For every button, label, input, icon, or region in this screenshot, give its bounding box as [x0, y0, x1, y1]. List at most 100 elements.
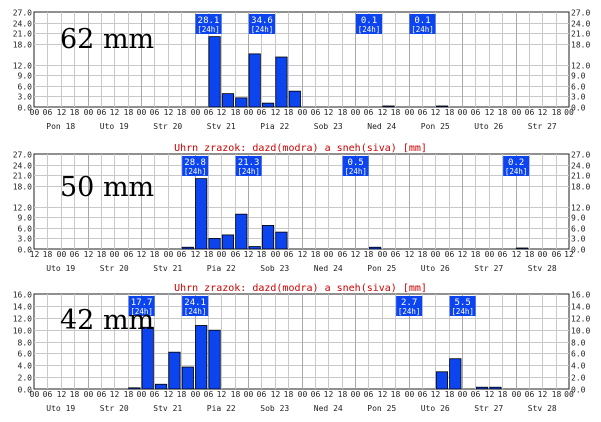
- x-hour-label: 06: [471, 390, 481, 399]
- y-tick-label-right: 27.0: [571, 151, 590, 160]
- x-hour-label: 06: [364, 390, 374, 399]
- x-day-label: Pia 22: [207, 404, 236, 413]
- x-hour-label: 12: [485, 390, 495, 399]
- x-hour-label: 12: [191, 250, 201, 259]
- x-hour-label: 12: [485, 108, 495, 117]
- x-day-label: Pon 18: [46, 122, 75, 131]
- x-hour-label: 18: [43, 250, 53, 259]
- precip-bar: [128, 387, 141, 390]
- precip-bar: [275, 56, 288, 108]
- y-tick-label-left: 0.0: [18, 246, 33, 255]
- x-hour-label: 18: [177, 390, 187, 399]
- y-tick-label-right: 12.0: [571, 62, 590, 71]
- x-hour-label: 12: [351, 250, 361, 259]
- x-hour-label: 06: [124, 250, 134, 259]
- x-hour-label: 18: [391, 108, 401, 117]
- badge-box: [249, 14, 275, 34]
- x-hour-label: 12: [271, 108, 281, 117]
- x-hour-label: 18: [445, 108, 455, 117]
- x-hour-label: 18: [311, 250, 321, 259]
- x-hour-label: 00: [217, 250, 227, 259]
- x-day-label: Pia 22: [260, 122, 289, 131]
- plot-frame: [33, 293, 570, 390]
- x-hour-label: 00: [271, 250, 281, 259]
- y-tick-label-right: 6.0: [571, 225, 586, 234]
- x-hour-label: 12: [512, 250, 522, 259]
- x-day-label: Sob 23: [260, 264, 289, 273]
- precip-bar: [435, 371, 449, 390]
- precip-bar: [248, 53, 261, 108]
- x-hour-label: 06: [498, 250, 508, 259]
- x-hour-label: 00: [564, 390, 574, 399]
- x-hour-label: 18: [284, 390, 294, 399]
- x-day-label: Stv 21: [153, 404, 182, 413]
- x-hour-label: 18: [231, 390, 241, 399]
- x-hour-label: 00: [84, 108, 94, 117]
- x-hour-label: 12: [57, 390, 67, 399]
- x-hour-label: 00: [137, 108, 147, 117]
- x-day-label: Str 27: [474, 404, 503, 413]
- x-day-label: Str 20: [100, 264, 129, 273]
- x-hour-label: 12: [110, 108, 120, 117]
- daily-total-badge: 0.5[24h]: [342, 156, 369, 176]
- x-hour-label: 06: [364, 108, 374, 117]
- y-tick-label-right: 18.0: [571, 183, 590, 192]
- x-hour-label: 00: [405, 108, 415, 117]
- x-hour-label: 12: [164, 108, 174, 117]
- x-hour-label: 00: [164, 250, 174, 259]
- x-hour-label: 00: [538, 250, 548, 259]
- badge-total: 0.2: [508, 158, 524, 168]
- badge-box: [182, 156, 209, 176]
- y-tick-label-right: 3.0: [571, 93, 586, 102]
- x-hour-label: 12: [271, 390, 281, 399]
- x-day-label: Sob 23: [314, 122, 343, 131]
- badge-tag: [24h]: [451, 307, 474, 316]
- y-tick-label-right: 12.0: [571, 204, 590, 213]
- y-tick-label-right: 21.0: [571, 172, 590, 181]
- badge-tag: [24h]: [237, 167, 260, 176]
- x-hour-label: 00: [351, 108, 361, 117]
- y-tick-label-left: 18.0: [13, 41, 32, 50]
- x-hour-label: 18: [552, 108, 562, 117]
- x-hour-label: 12: [57, 108, 67, 117]
- precip-bar: [208, 329, 221, 390]
- badge-total: 0.1: [361, 16, 377, 26]
- x-day-label: Stv 21: [207, 122, 236, 131]
- badge-box: [128, 296, 155, 316]
- precip-chart-3: Uhrn zrazok: dazd(modra) a sneh(siva) [m…: [13, 283, 591, 413]
- y-tick-label-left: 24.0: [13, 20, 32, 29]
- badge-total: 34.6: [251, 16, 273, 26]
- badge-tag: [24h]: [184, 167, 207, 176]
- y-tick-label-left: 27.0: [13, 9, 32, 18]
- daily-total-badge: 0.2[24h]: [503, 156, 530, 176]
- x-hour-label: 06: [257, 108, 267, 117]
- y-tick-label-right: 24.0: [571, 162, 590, 171]
- badge-box: [396, 296, 423, 316]
- x-hour-label: 00: [485, 250, 495, 259]
- x-hour-label: 18: [498, 108, 508, 117]
- badge-total: 28.8: [184, 158, 206, 168]
- x-hour-label: 12: [84, 250, 94, 259]
- x-hour-label: 06: [70, 250, 80, 259]
- x-day-label: Uto 19: [100, 122, 129, 131]
- x-day-label: Uto 19: [46, 404, 75, 413]
- x-hour-label: 00: [298, 390, 308, 399]
- x-hour-label: 18: [525, 250, 535, 259]
- x-day-label: Uto 19: [46, 264, 75, 273]
- badge-tag: [24h]: [358, 25, 381, 34]
- x-hour-label: 00: [191, 390, 201, 399]
- x-hour-label: 12: [458, 250, 468, 259]
- x-hour-label: 00: [244, 108, 254, 117]
- precip-bar: [382, 105, 395, 108]
- precip-chart-2: Uhrn zrazok: dazd(modra) a sneh(siva) [m…: [13, 143, 591, 273]
- x-hour-label: 06: [97, 108, 107, 117]
- x-hour-label: 00: [30, 108, 40, 117]
- badge-total: 17.7: [131, 298, 153, 308]
- x-hour-label: 12: [431, 390, 441, 399]
- x-hour-label: 06: [552, 250, 562, 259]
- x-hour-label: 00: [57, 250, 67, 259]
- chart-title: Uhrn zrazok: dazd(modra) a sneh(siva) [m…: [174, 283, 427, 294]
- x-hour-label: 12: [244, 250, 254, 259]
- precip-bar: [221, 93, 235, 108]
- daily-total-badge: 28.1[24h]: [195, 14, 222, 34]
